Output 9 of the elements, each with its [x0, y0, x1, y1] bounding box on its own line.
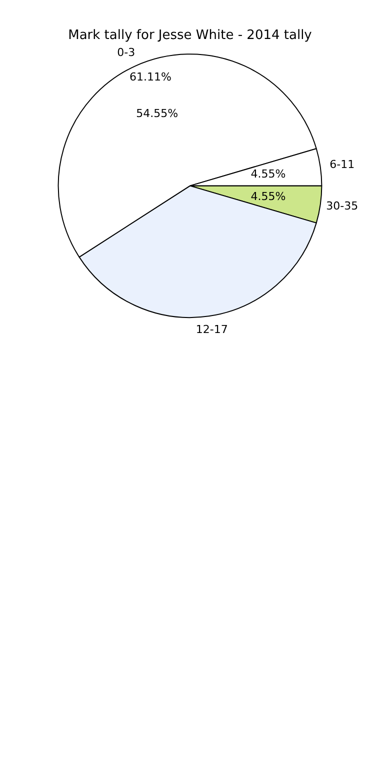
data-label: 4.55% [250, 167, 286, 180]
data-label: 54.55% [136, 106, 178, 120]
slice-label: 0-3 [117, 46, 136, 60]
chart-title: Mark tally for Jesse White - 2014 tally [68, 28, 312, 44]
slice-label: 6-11 [330, 158, 355, 171]
data-label: 4.55% [250, 190, 286, 203]
slice-label: 30-35 [326, 199, 358, 212]
slice-label: 12-17 [196, 322, 228, 336]
text: 61.11% [130, 70, 172, 84]
